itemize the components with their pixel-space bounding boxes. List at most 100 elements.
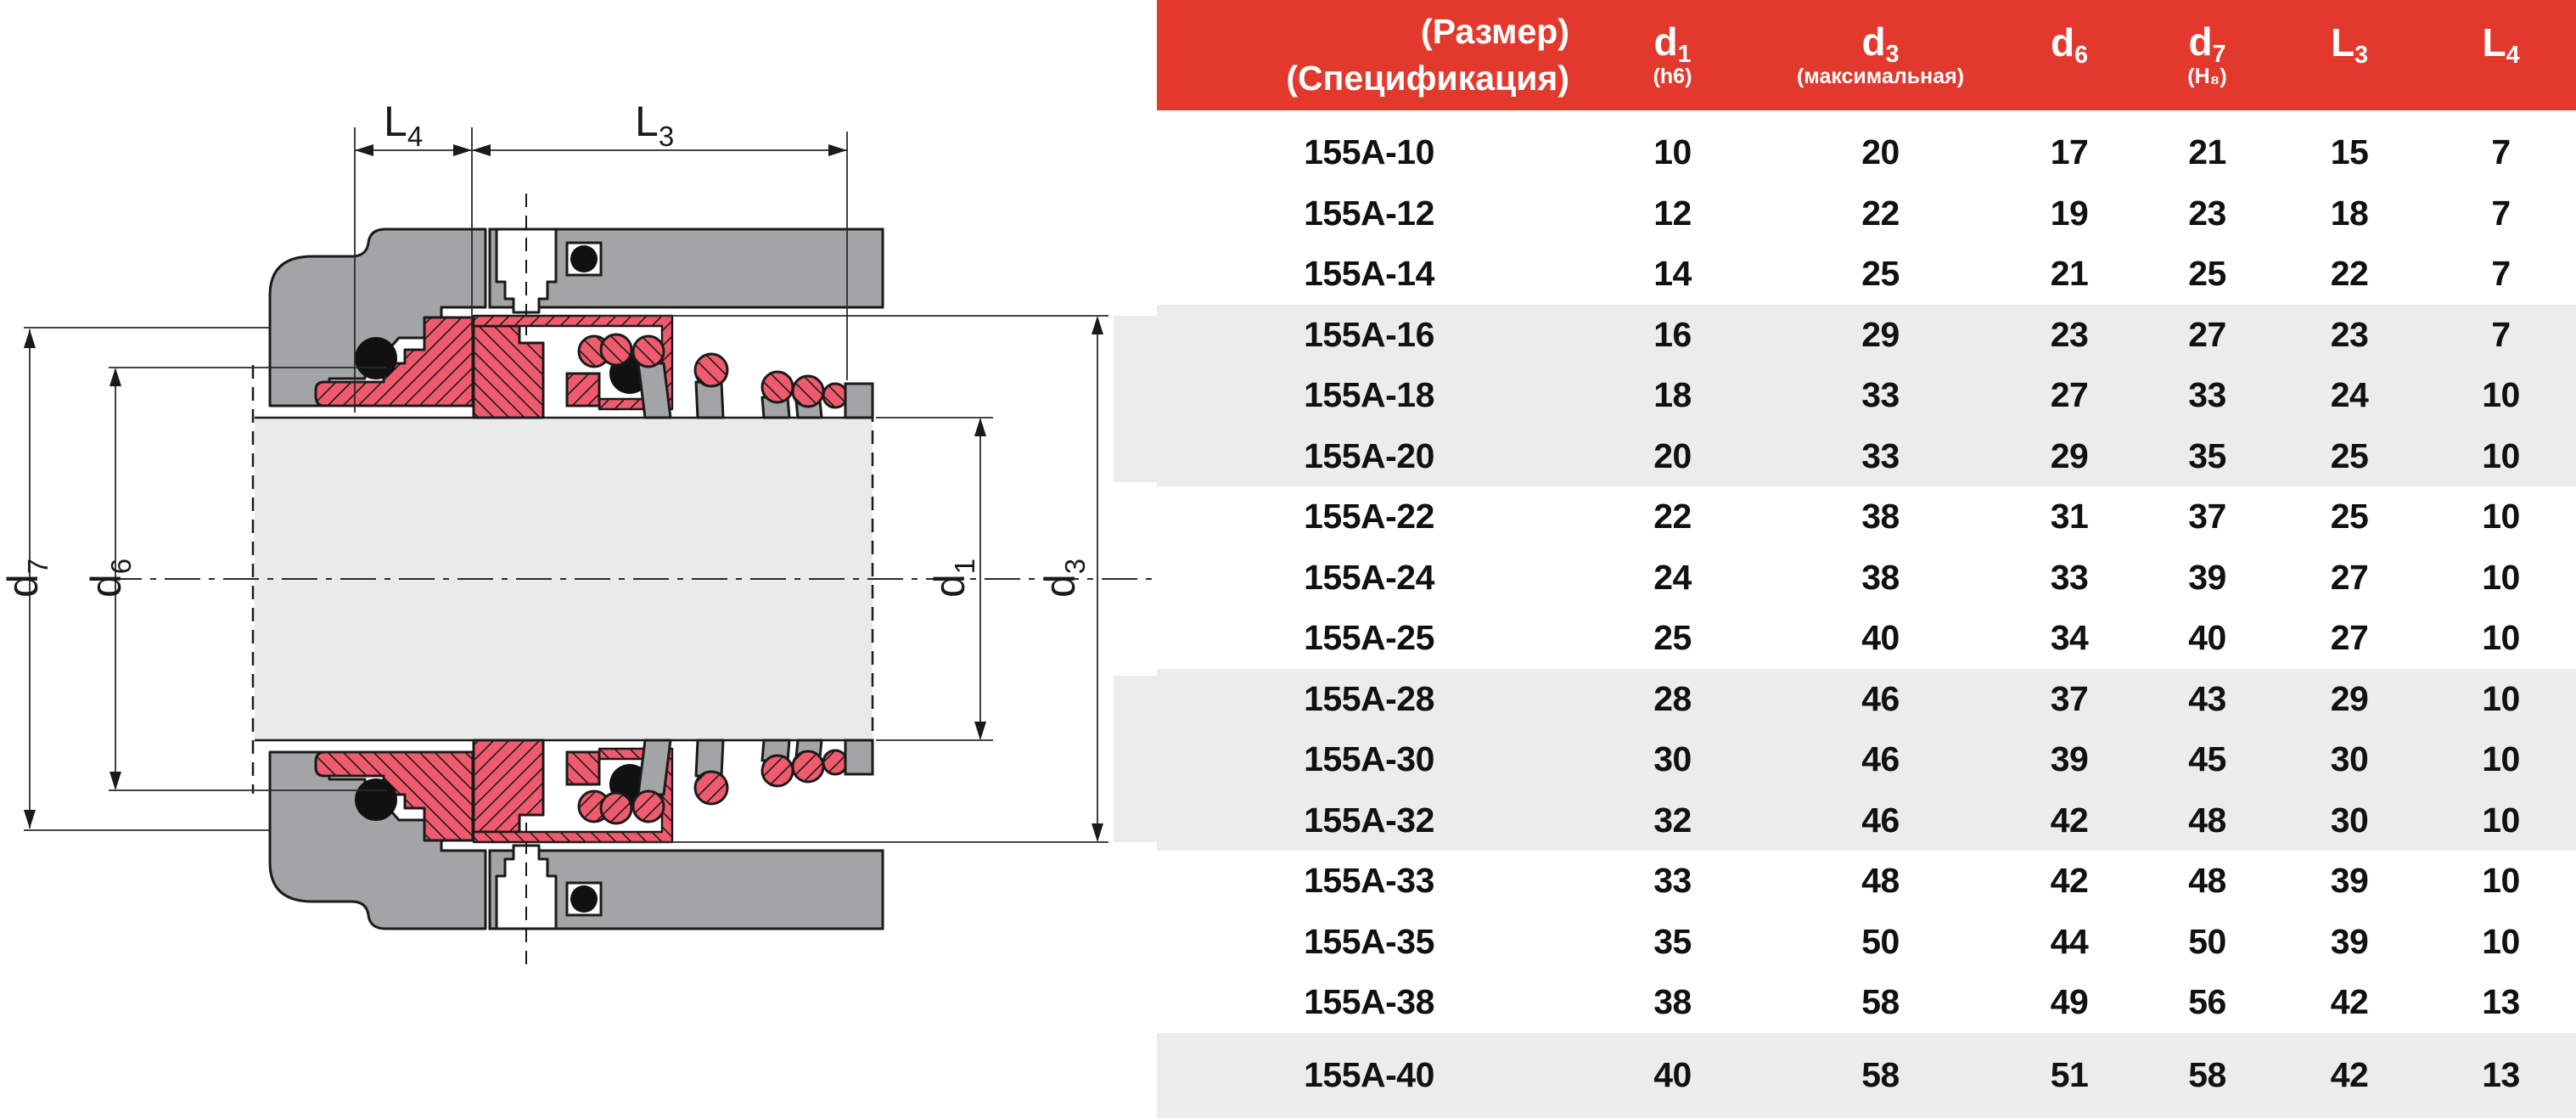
cell-size-name: 155A-32 — [1304, 800, 1434, 840]
cell-d7: 48 — [2188, 861, 2226, 901]
cell-d1: 33 — [1653, 861, 1692, 901]
cell-l3: 18 — [2330, 193, 2369, 233]
cell-d7: 21 — [2188, 132, 2226, 172]
cell-d1: 22 — [1653, 497, 1692, 537]
cell-d3: 58 — [1861, 982, 1900, 1022]
table-row: 155A-10 10 20 17 21 15 7 — [1157, 122, 2576, 183]
header-column: d7 (H₈) — [2187, 20, 2227, 88]
cell-size-name: 155A-20 — [1304, 435, 1434, 475]
cell-d3: 46 — [1861, 739, 1900, 779]
cell-l3: 23 — [2330, 314, 2369, 354]
dim-label-d3: d3 — [1036, 559, 1091, 598]
cell-size-name: 155A-16 — [1304, 314, 1434, 354]
table-body: 155A-10 10 20 17 21 15 7 155A-12 12 22 1… — [1157, 110, 2576, 1118]
cell-d7: 37 — [2188, 497, 2226, 537]
header-size-line1: (Размер) — [1421, 11, 1569, 51]
cell-d1: 28 — [1653, 678, 1692, 718]
cell-d1: 14 — [1653, 254, 1692, 294]
header-column: L3 — [2331, 20, 2368, 69]
cell-d7: 35 — [2188, 435, 2226, 475]
cell-d6: 19 — [2050, 193, 2089, 233]
table-row: 155A-20 20 33 29 35 25 10 — [1157, 425, 2576, 486]
header-size-spec: (Размер) (Спецификация) — [1157, 0, 1581, 110]
cell-d6: 51 — [2050, 1055, 2089, 1095]
cell-d6: 27 — [2050, 375, 2089, 415]
cell-d1: 35 — [1653, 921, 1692, 961]
cell-d1: 25 — [1653, 618, 1692, 658]
cell-size-name: 155A-22 — [1304, 497, 1434, 537]
cell-size-name: 155A-38 — [1304, 982, 1434, 1022]
cell-d3: 25 — [1861, 254, 1900, 294]
cell-l4: 10 — [2482, 678, 2520, 718]
seal-drawing-svg: L4 L3 d7 d6 d1 d3 — [0, 98, 1157, 966]
cell-d3: 46 — [1861, 678, 1900, 718]
cell-l3: 39 — [2330, 921, 2369, 961]
table-header: (Размер) (Спецификация) d1 (h6) d3 (макс… — [1157, 0, 2576, 110]
cell-d7: 45 — [2188, 739, 2226, 779]
cell-d6: 23 — [2050, 314, 2089, 354]
cell-d3: 46 — [1861, 800, 1900, 840]
cell-size-name: 155A-10 — [1304, 132, 1434, 172]
cell-l4: 10 — [2482, 435, 2520, 475]
cell-d6: 37 — [2050, 678, 2089, 718]
table-row: 155A-33 33 48 42 48 39 10 — [1157, 851, 2576, 912]
cell-d3: 20 — [1861, 132, 1900, 172]
table-row: 155A-12 12 22 19 23 18 7 — [1157, 183, 2576, 244]
cell-l4: 10 — [2482, 375, 2520, 415]
cell-l3: 27 — [2330, 618, 2369, 658]
cell-l3: 39 — [2330, 861, 2369, 901]
cell-l3: 24 — [2330, 375, 2369, 415]
cell-d1: 40 — [1653, 1055, 1692, 1095]
table-row: 155A-32 32 46 42 48 30 10 — [1157, 789, 2576, 851]
housing-bore-upper — [1114, 316, 1157, 482]
cell-l4: 13 — [2482, 1055, 2520, 1095]
cell-l3: 29 — [2330, 678, 2369, 718]
cell-l4: 10 — [2482, 557, 2520, 597]
cell-l4: 13 — [2482, 982, 2520, 1022]
cell-d6: 31 — [2050, 497, 2089, 537]
cell-l3: 22 — [2330, 254, 2369, 294]
cell-d1: 12 — [1653, 193, 1692, 233]
cell-d3: 38 — [1861, 557, 1900, 597]
spec-table: (Размер) (Спецификация) d1 (h6) d3 (макс… — [1157, 0, 2576, 1118]
table-row: 155A-40 40 58 51 58 42 13 — [1157, 1032, 2576, 1118]
table-row: 155A-18 18 33 27 33 24 10 — [1157, 365, 2576, 426]
header-columns: d1 (h6) d3 (максимальная) d6 d7 — [1581, 0, 2576, 110]
cell-l4: 7 — [2491, 314, 2511, 354]
table-row: 155A-24 24 38 33 39 27 10 — [1157, 548, 2576, 609]
cell-l4: 7 — [2491, 132, 2511, 172]
cell-d3: 40 — [1861, 618, 1900, 658]
cell-d1: 20 — [1653, 435, 1692, 475]
cell-d1: 32 — [1653, 800, 1692, 840]
dim-label-d1: d1 — [926, 559, 980, 598]
header-column: d1 (h6) — [1653, 20, 1692, 88]
cell-d7: 33 — [2188, 375, 2226, 415]
housing-bore-lower — [1114, 676, 1157, 842]
header-column: d3 (максимальная) — [1796, 20, 1965, 88]
cell-l4: 7 — [2491, 193, 2511, 233]
cell-d3: 22 — [1861, 193, 1900, 233]
cell-d7: 43 — [2188, 678, 2226, 718]
table-row: 155A-35 35 50 44 50 39 10 — [1157, 912, 2576, 973]
table-row: 155A-28 28 46 37 43 29 10 — [1157, 668, 2576, 729]
cell-size-name: 155A-18 — [1304, 375, 1434, 415]
table-row: 155A-25 25 40 34 40 27 10 — [1157, 608, 2576, 669]
cell-l4: 7 — [2491, 254, 2511, 294]
cell-d3: 38 — [1861, 497, 1900, 537]
cell-d1: 30 — [1653, 739, 1692, 779]
header-column: d6 — [2051, 20, 2088, 69]
table-row: 155A-38 38 58 49 56 42 13 — [1157, 972, 2576, 1033]
cell-size-name: 155A-14 — [1304, 254, 1434, 294]
cell-d7: 23 — [2188, 193, 2226, 233]
cell-l3: 30 — [2330, 739, 2369, 779]
dimension-arrowheads — [24, 144, 1103, 842]
cell-l3: 42 — [2330, 1055, 2369, 1095]
cell-d3: 33 — [1861, 435, 1900, 475]
cell-size-name: 155A-28 — [1304, 678, 1434, 718]
table-row: 155A-30 30 46 39 45 30 10 — [1157, 729, 2576, 790]
cell-d6: 17 — [2050, 132, 2089, 172]
cell-d7: 48 — [2188, 800, 2226, 840]
cell-d6: 21 — [2050, 254, 2089, 294]
table-row: 155A-22 22 38 31 37 25 10 — [1157, 486, 2576, 548]
cell-size-name: 155A-25 — [1304, 618, 1434, 658]
